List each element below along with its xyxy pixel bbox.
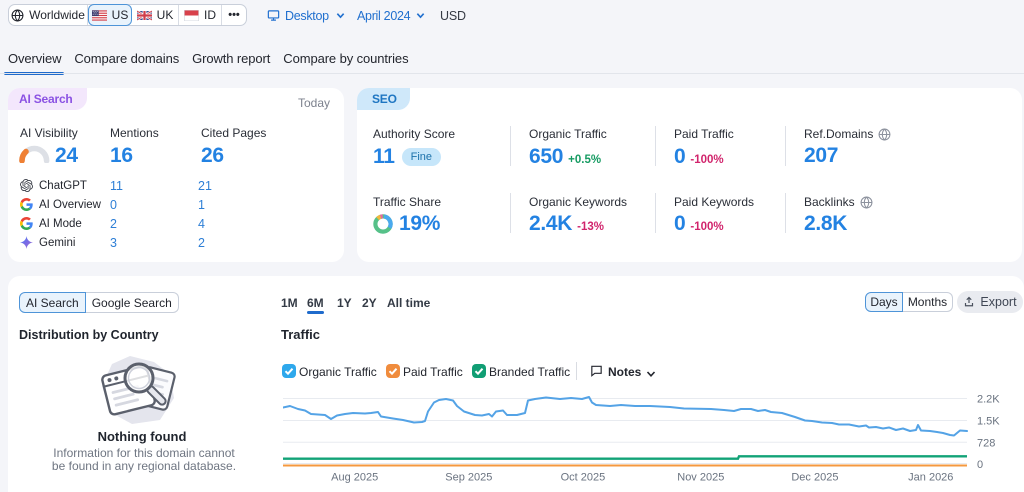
- svg-text:1.5K: 1.5K: [977, 416, 1000, 428]
- svg-text:Jan 2026: Jan 2026: [908, 472, 953, 484]
- svg-text:0: 0: [977, 459, 983, 471]
- svg-text:Aug 2025: Aug 2025: [331, 472, 378, 484]
- svg-text:728: 728: [977, 437, 995, 449]
- svg-text:Sep 2025: Sep 2025: [445, 472, 492, 484]
- svg-text:Dec 2025: Dec 2025: [791, 472, 838, 484]
- svg-text:2.2K: 2.2K: [977, 394, 1000, 406]
- svg-text:Oct 2025: Oct 2025: [561, 472, 606, 484]
- svg-text:Nov 2025: Nov 2025: [677, 472, 724, 484]
